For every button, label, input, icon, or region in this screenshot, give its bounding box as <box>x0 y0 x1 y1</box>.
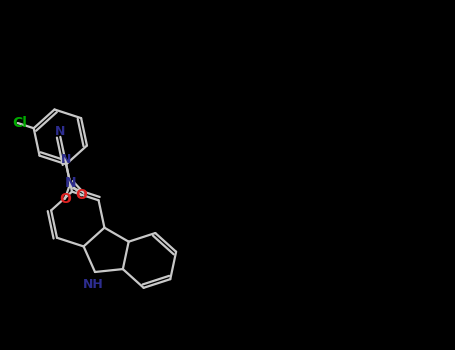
Text: N: N <box>55 125 66 138</box>
Text: O: O <box>76 188 87 202</box>
Text: O: O <box>59 192 71 206</box>
Text: NH: NH <box>83 279 103 292</box>
Text: N: N <box>65 176 76 190</box>
Text: Cl: Cl <box>12 116 27 130</box>
Text: N: N <box>61 153 71 166</box>
